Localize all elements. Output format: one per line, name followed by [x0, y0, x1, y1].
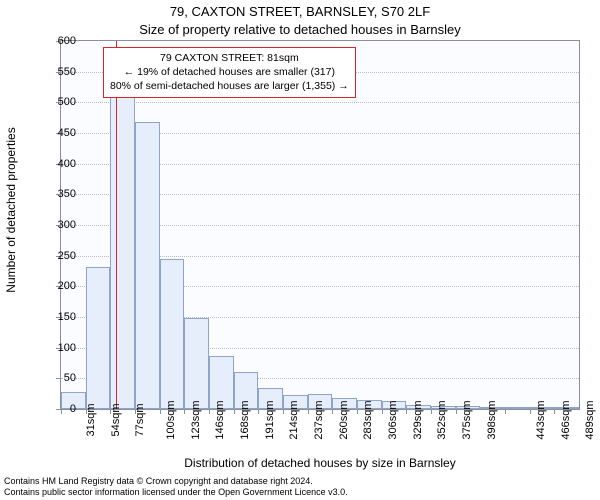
footer-line-1: Contains HM Land Registry data © Crown c…: [4, 476, 313, 486]
y-tick-label: 300: [36, 219, 76, 231]
x-tick-label: 260sqm: [338, 400, 350, 439]
x-tick-label: 191sqm: [264, 400, 276, 439]
histogram-bar: [160, 259, 185, 409]
x-tick-label: 375sqm: [461, 400, 473, 439]
x-tick-mark: [332, 409, 333, 414]
annotation-box: 79 CAXTON STREET: 81sqm ← 19% of detache…: [103, 47, 356, 98]
y-tick-label: 200: [36, 280, 76, 292]
annotation-line-3: 80% of semi-detached houses are larger (…: [110, 80, 349, 92]
x-tick-label: 352sqm: [436, 400, 448, 439]
x-tick-label: 100sqm: [165, 400, 177, 439]
y-tick-label: 500: [36, 96, 76, 108]
histogram-bar: [110, 86, 135, 409]
x-tick-label: 466sqm: [560, 400, 572, 439]
y-axis-label: Number of detached properties: [4, 0, 24, 420]
plot-area: 79 CAXTON STREET: 81sqm ← 19% of detache…: [60, 40, 580, 410]
x-tick-mark: [530, 409, 531, 414]
x-tick-label: 77sqm: [134, 403, 146, 436]
x-tick-label: 31sqm: [85, 403, 97, 436]
x-tick-label: 398sqm: [486, 400, 498, 439]
footer-line-2: Contains public sector information licen…: [4, 487, 348, 497]
histogram-chart: 79, CAXTON STREET, BARNSLEY, S70 2LF Siz…: [0, 0, 600, 500]
x-tick-mark: [554, 409, 555, 414]
x-tick-label: 489sqm: [584, 400, 596, 439]
x-tick-mark: [505, 409, 506, 414]
histogram-bar: [86, 267, 111, 409]
footer-attribution: Contains HM Land Registry data © Crown c…: [4, 476, 596, 498]
x-tick-label: 283sqm: [362, 400, 374, 439]
x-tick-mark: [184, 409, 185, 414]
x-tick-label: 54sqm: [110, 403, 122, 436]
x-tick-label: 329sqm: [412, 400, 424, 439]
x-axis-label: Distribution of detached houses by size …: [60, 456, 580, 470]
x-tick-mark: [382, 409, 383, 414]
y-tick-label: 600: [36, 35, 76, 47]
x-tick-mark: [234, 409, 235, 414]
y-tick-label: 0: [36, 403, 76, 415]
x-tick-label: 443sqm: [535, 400, 547, 439]
x-tick-mark: [456, 409, 457, 414]
y-tick-label: 550: [36, 66, 76, 78]
x-tick-mark: [160, 409, 161, 414]
x-tick-label: 306sqm: [387, 400, 399, 439]
annotation-line-1: 79 CAXTON STREET: 81sqm: [160, 52, 299, 64]
chart-title-sub: Size of property relative to detached ho…: [0, 22, 600, 37]
annotation-line-2: ← 19% of detached houses are smaller (31…: [124, 66, 335, 78]
histogram-bar: [184, 318, 209, 409]
x-tick-label: 123sqm: [190, 400, 202, 439]
x-tick-mark: [283, 409, 284, 414]
x-tick-mark: [431, 409, 432, 414]
y-tick-label: 400: [36, 158, 76, 170]
x-tick-mark: [258, 409, 259, 414]
x-tick-mark: [308, 409, 309, 414]
x-tick-label: 168sqm: [239, 400, 251, 439]
gridline: [61, 102, 579, 103]
chart-title-main: 79, CAXTON STREET, BARNSLEY, S70 2LF: [0, 4, 600, 19]
y-tick-label: 450: [36, 127, 76, 139]
y-tick-label: 350: [36, 188, 76, 200]
x-tick-mark: [357, 409, 358, 414]
x-tick-label: 146sqm: [214, 400, 226, 439]
histogram-bar: [135, 122, 160, 409]
y-tick-label: 50: [36, 372, 76, 384]
x-tick-label: 214sqm: [288, 400, 300, 439]
histogram-bar: [505, 407, 530, 409]
x-tick-label: 237sqm: [313, 400, 325, 439]
y-tick-label: 250: [36, 250, 76, 262]
x-tick-mark: [406, 409, 407, 414]
y-tick-label: 100: [36, 342, 76, 354]
y-tick-label: 150: [36, 311, 76, 323]
x-tick-mark: [209, 409, 210, 414]
